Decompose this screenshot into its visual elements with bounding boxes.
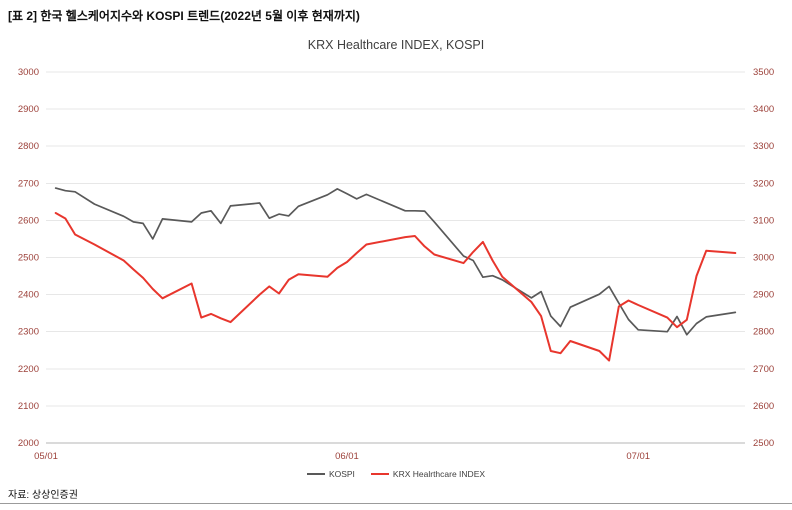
- svg-text:2700: 2700: [753, 364, 774, 375]
- svg-text:3500: 3500: [753, 67, 774, 78]
- svg-text:2900: 2900: [753, 290, 774, 301]
- svg-text:3000: 3000: [753, 253, 774, 264]
- bottom-divider: [0, 503, 792, 504]
- svg-text:2100: 2100: [18, 401, 39, 412]
- svg-text:2500: 2500: [18, 253, 39, 264]
- chart-title: KRX Healthcare INDEX, KOSPI: [307, 38, 485, 52]
- svg-text:2800: 2800: [18, 141, 39, 152]
- svg-text:2200: 2200: [18, 364, 39, 375]
- svg-text:3300: 3300: [753, 141, 774, 152]
- svg-text:05/01: 05/01: [34, 451, 58, 462]
- svg-text:2000: 2000: [18, 438, 39, 449]
- report-title: [표 2] 한국 헬스케어지수와 KOSPI 트렌드(2022년 5월 이후 현…: [8, 9, 360, 23]
- svg-text:2300: 2300: [18, 327, 39, 338]
- svg-text:2600: 2600: [753, 401, 774, 412]
- svg-text:2400: 2400: [18, 290, 39, 301]
- chart-legend: KOSPI KRX Healrthcare INDEX: [0, 469, 792, 479]
- legend-label-kospi: KOSPI: [328, 469, 355, 479]
- svg-text:3200: 3200: [753, 178, 774, 189]
- svg-text:2500: 2500: [753, 438, 774, 449]
- legend-item-krx-healthcare: KRX Healrthcare INDEX: [370, 469, 486, 479]
- svg-text:2900: 2900: [18, 104, 39, 115]
- svg-text:2700: 2700: [18, 178, 39, 189]
- svg-text:2600: 2600: [18, 215, 39, 226]
- svg-text:06/01: 06/01: [335, 451, 359, 462]
- svg-text:2800: 2800: [753, 327, 774, 338]
- svg-text:3400: 3400: [753, 104, 774, 115]
- svg-text:07/01: 07/01: [626, 451, 650, 462]
- legend-label-krx-healthcare: KRX Healrthcare INDEX: [392, 469, 486, 479]
- legend-item-kospi: KOSPI: [306, 469, 355, 479]
- svg-text:3100: 3100: [753, 215, 774, 226]
- krx-healthcare-line-swatch-icon: [370, 473, 389, 475]
- kospi-line-swatch-icon: [306, 473, 325, 475]
- svg-text:3000: 3000: [18, 67, 39, 78]
- source-note: 자료: 상상인증권: [8, 490, 78, 501]
